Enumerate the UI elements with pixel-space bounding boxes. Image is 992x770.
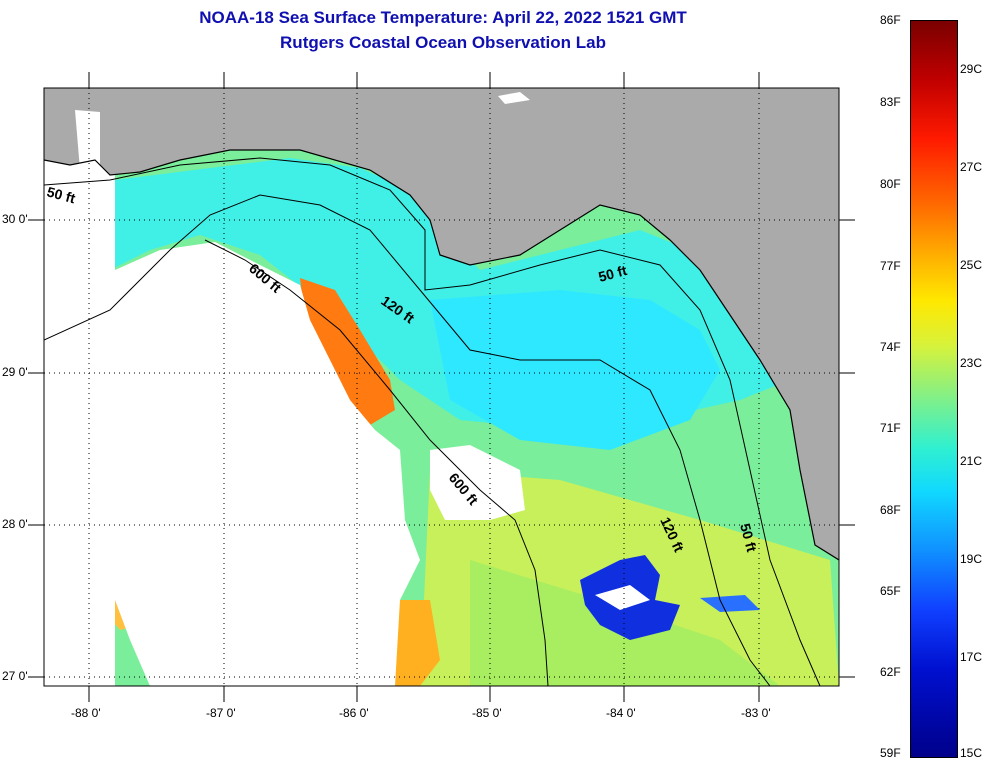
legend-c-label: 25C [960,258,983,272]
legend-f-label: 65F [880,584,901,598]
cloud-mask [44,88,115,686]
legend-f-label: 59F [880,746,901,760]
temperature-colorbar [910,20,958,758]
isobath-label: 50 ft [45,183,77,206]
isobath-50ft-line [44,157,821,686]
lon-label: -83 0' [741,706,771,720]
isobath-600ft-line [204,239,549,686]
lon-label: -85 0' [472,706,502,720]
lat-label: 30 0' [2,212,28,226]
legend-c-label: 19C [960,552,983,566]
legend-f-label: 83F [880,95,901,109]
isobath-label: 50 ft [737,522,760,554]
legend-c-label: 21C [960,454,983,468]
map-frame [43,87,840,687]
legend-f-label: 74F [880,340,901,354]
legend-c-label: 27C [960,160,983,174]
legend-f-label: 71F [880,421,901,435]
legend-c-label: 29C [960,62,983,76]
legend-f-label: 62F [880,665,901,679]
legend-f-label: 68F [880,503,901,517]
map-title: NOAA-18 Sea Surface Temperature: April 2… [199,8,687,27]
legend-f-label: 80F [880,177,901,191]
mid-shelf-water [430,290,720,450]
legend-f-label: 86F [880,13,901,27]
isobath-120ft-line [44,194,771,686]
isobath-label: 50 ft [597,262,629,285]
lon-label: -87 0' [206,706,236,720]
loop-current-warm-water [300,278,395,425]
coastline [44,149,839,561]
lat-label: 28 0' [2,517,28,531]
land [44,88,839,560]
lat-label: 27 0' [2,669,28,683]
legend-c-label: 15C [960,746,983,760]
lon-label: -88 0' [71,706,101,720]
lat-label: 29 0' [2,365,28,379]
legend-c-label: 23C [960,356,983,370]
legend-f-label: 77F [880,259,901,273]
legend-c-label: 17C [960,650,983,664]
lon-label: -84 0' [606,706,636,720]
lon-label: -86 0' [339,706,369,720]
axis-ticks [28,72,855,702]
map-subtitle: Rutgers Coastal Ocean Observation Lab [280,33,606,52]
